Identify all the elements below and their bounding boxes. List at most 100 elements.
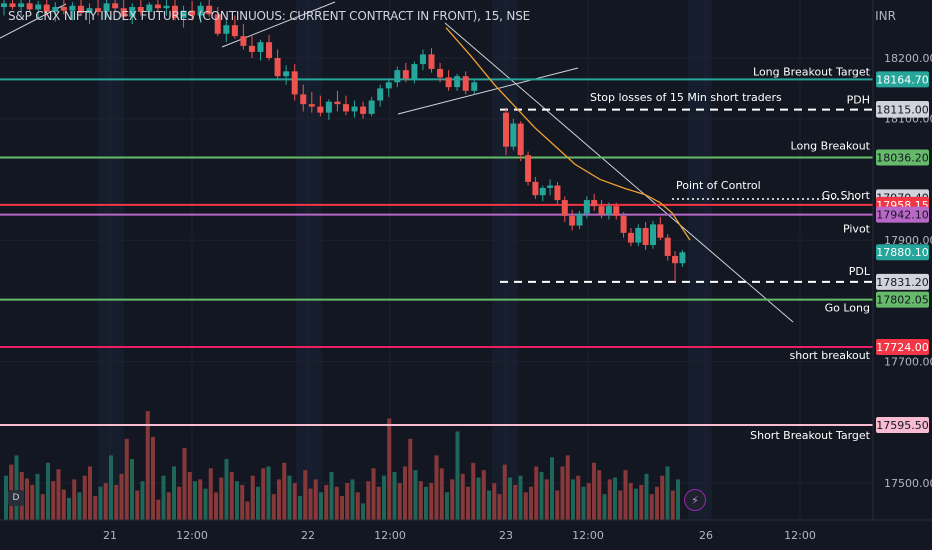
candle-body: [368, 100, 375, 114]
volume-bar: [649, 494, 654, 520]
candle-body: [86, 8, 93, 14]
volume-bar: [555, 490, 560, 520]
volume-bar: [229, 472, 234, 520]
candles: [1, 0, 686, 282]
interval-badge[interactable]: D: [8, 490, 24, 506]
volume-bar: [665, 466, 670, 520]
volume-bar: [93, 496, 98, 520]
volume-bar: [130, 459, 134, 520]
volume-bar: [156, 499, 161, 520]
trend-line: [397, 67, 579, 115]
volume-bar: [460, 473, 465, 520]
volume-bar: [245, 501, 250, 520]
x-tick-label: 23: [499, 529, 513, 542]
volume-bar: [418, 481, 423, 520]
volume-bar: [219, 477, 224, 520]
lightning-bolt-icon[interactable]: ⚡: [684, 489, 706, 511]
candle-body: [554, 185, 561, 201]
volume-bar: [634, 488, 638, 520]
candle-body: [394, 70, 401, 83]
volume-bar: [98, 486, 103, 520]
volume-bar: [324, 484, 329, 520]
volume-bar: [387, 418, 392, 520]
candle-body: [377, 88, 384, 101]
candle-body: [112, 3, 119, 9]
volume-bar: [240, 484, 245, 520]
volume-bar: [581, 486, 586, 520]
candle-body: [664, 237, 671, 256]
candle-body: [172, 5, 178, 18]
volume-bar: [392, 472, 397, 520]
candle-body: [672, 255, 679, 264]
volume-bar: [61, 489, 66, 520]
volume-bar: [487, 490, 491, 520]
volume-bar: [14, 455, 19, 520]
candle-body: [539, 187, 546, 196]
candle-body: [1, 3, 7, 7]
price-badge-bg: [876, 417, 929, 434]
y-tick-label: 18200.00: [884, 52, 932, 65]
currency-label: INR: [875, 9, 896, 23]
level-label: PDH: [847, 94, 870, 107]
chart-title: S&P CNX NIFTY INDEX FUTURES (CONTINUOUS:…: [8, 9, 530, 23]
volume-bar: [77, 492, 82, 520]
volume-bar: [30, 484, 35, 520]
candle-body: [569, 215, 576, 226]
volume-bar: [266, 466, 271, 520]
volume-bar: [607, 479, 612, 520]
volume-bar: [103, 483, 108, 520]
volume-bar: [429, 483, 434, 520]
candle-body: [43, 4, 50, 12]
volume-bar: [355, 492, 360, 520]
x-tick-label: 12:00: [784, 529, 816, 542]
candle-body: [120, 8, 127, 17]
volume-bar: [282, 462, 287, 520]
volume-bar: [518, 475, 523, 520]
price-badge-bg: [876, 273, 929, 290]
candle-body: [308, 104, 315, 107]
volume-bar: [350, 479, 355, 520]
volume-bar: [550, 457, 554, 520]
level-label: short breakout: [789, 349, 870, 362]
volume-bar: [408, 438, 413, 520]
candle-body: [576, 213, 583, 226]
candle-body: [180, 10, 187, 18]
candle-body: [583, 200, 590, 214]
price-badge-bg: [876, 101, 929, 118]
x-tick-label: 12:00: [572, 529, 604, 542]
y-tick-label: 17900.00: [884, 234, 932, 247]
candle-body: [547, 185, 554, 188]
level-lines: [0, 78, 873, 427]
volume-bar: [455, 431, 460, 520]
volume-bar: [298, 496, 302, 520]
session-band: [492, 0, 518, 520]
candle-body: [411, 64, 418, 79]
volume-bar: [308, 488, 313, 520]
level-label: PDL: [849, 265, 871, 278]
candle-body: [471, 82, 478, 91]
volume-bar: [529, 486, 533, 520]
volume-bar: [208, 468, 213, 520]
volume-bar: [476, 477, 481, 520]
candle-body: [598, 206, 605, 215]
volume-bar: [256, 486, 260, 520]
price-badge-label: 17831.20: [876, 276, 929, 289]
price-badge-bg: [876, 244, 929, 261]
candle-body: [137, 7, 144, 12]
level-labels: Long Breakout Target PDH Long Breakout Go S…: [590, 65, 871, 442]
volume-bar: [424, 486, 428, 520]
candle-body: [77, 5, 84, 14]
volume-bar: [597, 470, 602, 520]
volume-bar: [329, 472, 334, 520]
volume-bar: [214, 492, 218, 520]
candle-body: [257, 42, 264, 52]
x-tick-label: 26: [699, 529, 713, 542]
volume-bar: [523, 492, 528, 520]
price-badge-bg: [876, 206, 929, 223]
candle-body: [9, 3, 16, 7]
candle-body: [351, 106, 358, 112]
candle-body: [300, 94, 307, 105]
candle-body: [18, 3, 25, 7]
